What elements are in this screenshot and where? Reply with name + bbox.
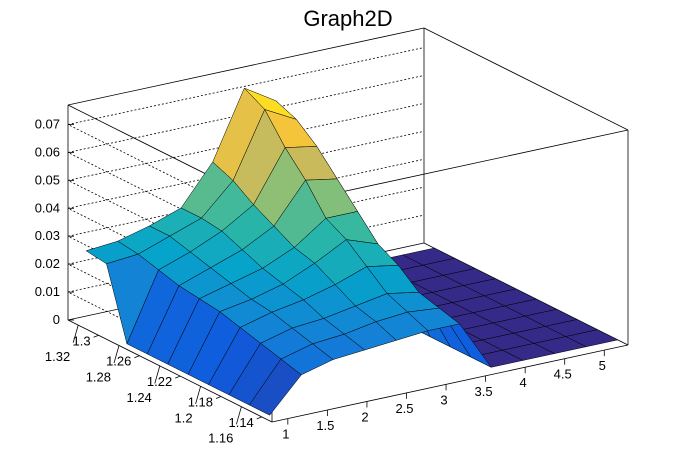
y-tick-label: 1.24: [126, 390, 151, 405]
y-tick-label: 1.3: [73, 333, 91, 348]
box-edge: [67, 319, 273, 423]
z-tick-label: 0.02: [35, 256, 60, 271]
z-tick-label: 0.03: [35, 228, 60, 243]
y-tick-label: 1.2: [175, 410, 193, 425]
y-tick-label: 1.28: [86, 370, 111, 385]
z-tick-label: 0.04: [35, 200, 60, 215]
z-tick-label: 0.06: [35, 144, 60, 159]
z-gridline: [67, 47, 425, 125]
y-tick-label: 1.26: [106, 354, 131, 369]
y-tick: [154, 365, 161, 384]
y-tick: [134, 355, 140, 359]
y-tick: [236, 406, 242, 425]
y-tick: [72, 324, 79, 343]
z-gridline: [67, 75, 425, 153]
y-tick-label: 1.32: [45, 349, 70, 364]
x-tick-label: 2: [361, 409, 368, 424]
z-tick-label: 0: [53, 312, 60, 327]
y-tick-label: 1.16: [208, 431, 233, 446]
x-tick-label: 1: [282, 427, 289, 442]
box-edge: [423, 27, 629, 131]
x-tick-label: 3.5: [475, 384, 493, 399]
x-tick-label: 3: [440, 392, 447, 407]
surface: [85, 87, 619, 416]
y-tick: [215, 396, 222, 399]
x-tick-label: 4.5: [554, 367, 572, 382]
y-tick-label: 1.18: [188, 395, 213, 410]
y-tick: [175, 375, 181, 379]
surface-cell: [248, 358, 302, 416]
box-edge: [67, 27, 425, 106]
box-edge: [271, 344, 629, 423]
x-tick-label: 4: [520, 375, 527, 390]
y-tick-label: 1.14: [228, 415, 253, 430]
z-tick-label: 0.01: [35, 284, 60, 299]
y-tick-label: 1.22: [147, 374, 172, 389]
z-tick-label: 0.05: [35, 172, 60, 187]
x-tick-label: 2.5: [395, 401, 413, 416]
z-gridline: [67, 130, 425, 209]
y-tick: [256, 416, 262, 420]
x-tick-label: 1.5: [316, 418, 334, 433]
chart-title: Graph2D: [303, 6, 393, 31]
axis-labels: 0 0.01 0.02 0.03 0.04 0.05 0.06 0.07 1 1.5 2 2.5 3 3.…: [35, 117, 606, 446]
y-tick: [93, 334, 99, 338]
y-tick: [195, 386, 201, 405]
z-gridline: [67, 158, 425, 237]
x-tick-label: 5: [599, 358, 606, 373]
y-tick: [113, 345, 120, 364]
z-tick-label: 0.07: [35, 117, 60, 132]
z-gridline: [67, 102, 425, 181]
